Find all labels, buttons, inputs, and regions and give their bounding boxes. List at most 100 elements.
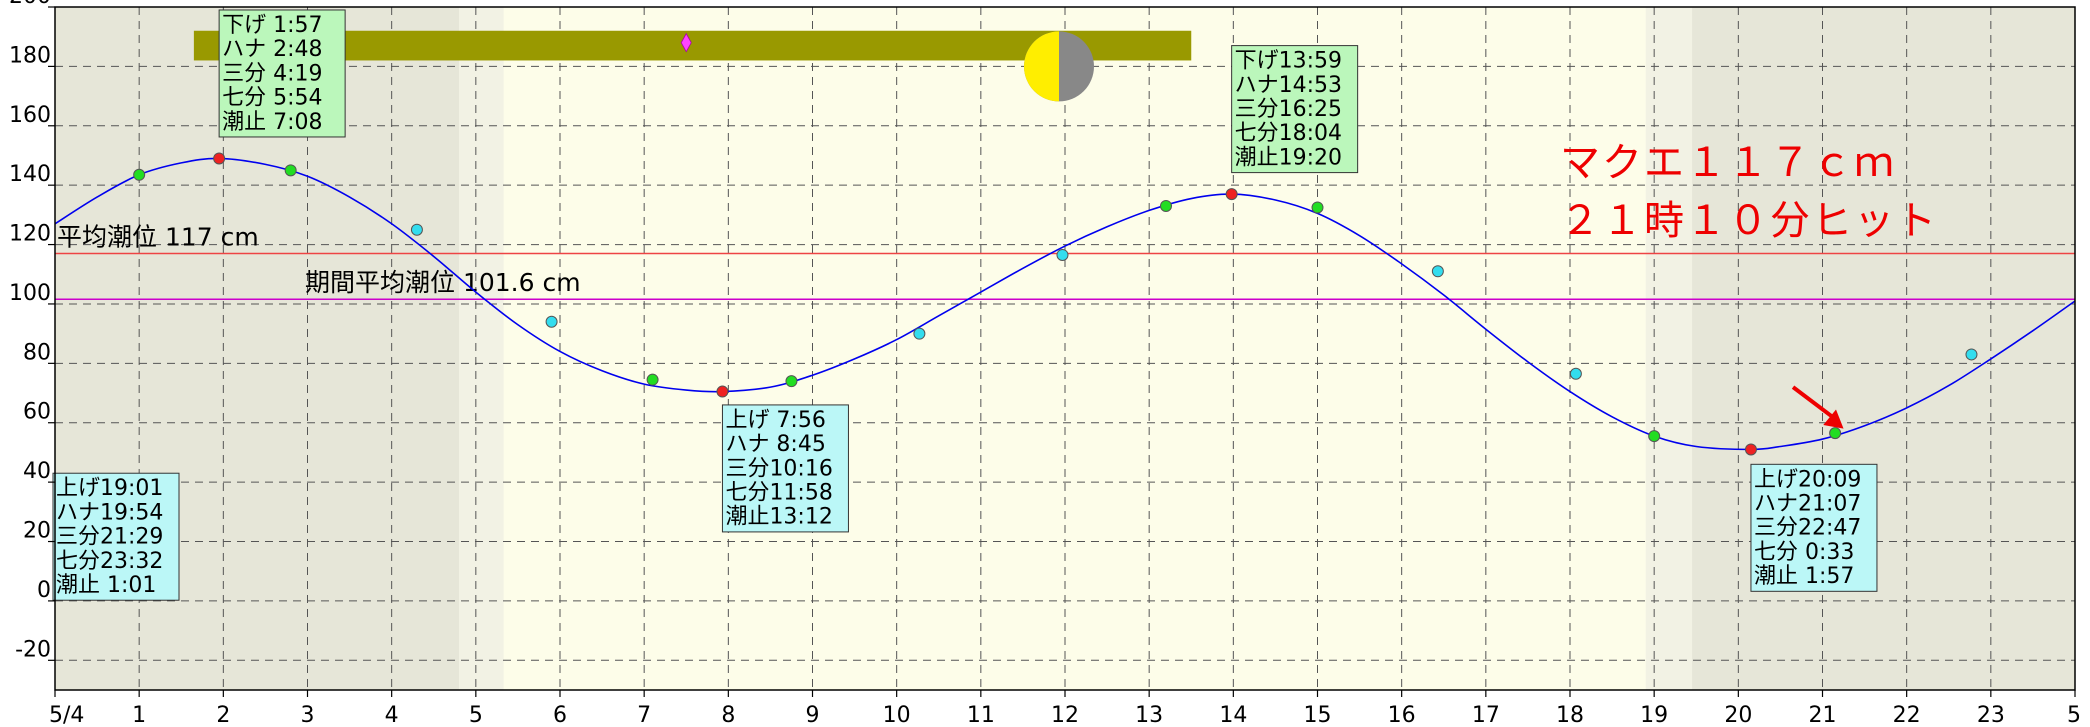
- tide-point-cyan: [545, 315, 558, 328]
- annotation-line: ハナ 2:48: [222, 37, 322, 62]
- annotation-line: 潮止13:12: [725, 505, 832, 530]
- y-tick-label: 140: [9, 162, 51, 187]
- annotation-box-bg: [1231, 45, 1359, 174]
- reference-line-label: 平均潮位 117 cm: [57, 222, 259, 251]
- catch-note-line-2: ２１時１０分ヒット: [1560, 198, 1938, 244]
- y-tick-label: 160: [9, 103, 51, 128]
- y-tick-label: 100: [9, 281, 51, 306]
- tide-point-green: [1829, 427, 1842, 440]
- moon-up-bar: [193, 30, 1192, 61]
- catch-arrow-head: [1823, 409, 1844, 429]
- tide-point-green: [646, 373, 659, 386]
- annotation-line: 三分21:29: [56, 525, 163, 550]
- annotation-line: 七分 0:33: [1754, 540, 1854, 565]
- x-tick-label: 9: [806, 703, 820, 727]
- annotation-box-bg: [1750, 463, 1878, 592]
- annotation-box-bg: [218, 9, 346, 138]
- annotation-line: 上げ 7:56: [725, 408, 825, 433]
- x-tick-label: 14: [1219, 703, 1247, 727]
- annotation-box-bg: [721, 404, 849, 533]
- annotation-line: 七分 5:54: [222, 86, 322, 111]
- dusk-band: [1645, 7, 1693, 690]
- tide-point-cyan: [1569, 367, 1582, 380]
- tide-point-extremum: [1225, 188, 1238, 201]
- tide-point-extremum: [716, 385, 729, 398]
- x-tick-label: 8: [721, 703, 735, 727]
- moon-bar: [193, 30, 1192, 61]
- x-tick-label: 19: [1640, 703, 1668, 727]
- x-tick-label: 6: [553, 703, 567, 727]
- tide-point-cyan: [410, 223, 423, 236]
- catch-arrow-shaft: [1791, 385, 1839, 423]
- x-tick-label: 23: [1977, 703, 2005, 727]
- tide-point-cyan: [1965, 348, 1978, 361]
- x-tick-label: 10: [883, 703, 911, 727]
- x-tick-label: 4: [385, 703, 399, 727]
- tide-point-green: [785, 375, 798, 388]
- x-tick-label: 20: [1724, 703, 1752, 727]
- annotation-line: 七分11:58: [725, 481, 832, 506]
- y-tick-label: 40: [23, 459, 51, 484]
- x-tick-label: 2: [216, 703, 230, 727]
- x-tick-label: 13: [1135, 703, 1163, 727]
- annotation-line: 下げ 1:57: [222, 13, 322, 38]
- tide-point-cyan: [913, 327, 926, 340]
- tide-point-green: [1311, 201, 1324, 214]
- moon-phase-icon: [1024, 31, 1094, 102]
- x-tick-label: 17: [1472, 703, 1500, 727]
- tide-point-cyan: [1056, 248, 1069, 261]
- reference-line-label: 期間平均潮位 101.6 cm: [305, 268, 581, 297]
- annotation-line: 上げ19:01: [56, 476, 163, 501]
- tide-point-green: [1648, 430, 1661, 443]
- annotation-line: 三分 4:19: [222, 61, 322, 86]
- annotation-line: ハナ 8:45: [725, 432, 825, 457]
- annotation-line: 七分18:04: [1235, 121, 1342, 146]
- x-tick-label: 18: [1556, 703, 1584, 727]
- moon-lit: [1024, 31, 1059, 102]
- tide-point-extremum: [1744, 443, 1757, 456]
- y-tick-label: 200: [9, 0, 51, 9]
- tide-points: [133, 152, 1978, 456]
- annotation-line: 三分10:16: [725, 456, 832, 481]
- tide-point-green: [1160, 199, 1172, 212]
- y-tick-label: 0: [37, 578, 51, 603]
- annotation-line: ハナ19:54: [56, 500, 163, 525]
- y-tick-label: -20: [15, 637, 51, 662]
- dawn-band: [459, 7, 504, 690]
- x-tick-label: 21: [1809, 703, 1837, 727]
- x-tick-label: 15: [1304, 703, 1332, 727]
- tide-point-extremum: [213, 152, 226, 165]
- x-tick-label: 3: [301, 703, 315, 727]
- annotation-line: 上げ20:09: [1754, 467, 1861, 492]
- y-tick-label: 180: [9, 43, 51, 68]
- y-tick-label: 60: [23, 400, 51, 425]
- tide-point-cyan: [1431, 265, 1444, 278]
- moon-transit-marker: [680, 32, 692, 53]
- y-tick-label: 120: [9, 222, 51, 247]
- catch-note: マクエ１１７ｃｍ ２１時１０分ヒット: [1560, 140, 1938, 429]
- x-tick-label: 5/4: [49, 703, 84, 727]
- x-tick-label: 16: [1388, 703, 1416, 727]
- annotation-line: 潮止 7:08: [222, 110, 322, 135]
- annotation-line: ハナ14:53: [1235, 73, 1342, 98]
- tide-point-green: [284, 164, 297, 177]
- annotation-line: 潮止 1:01: [56, 573, 156, 598]
- tide-point-green: [133, 168, 146, 181]
- annotation-line: 三分16:25: [1235, 97, 1342, 122]
- annotation-line: 三分22:47: [1754, 516, 1861, 541]
- y-tick-label: 80: [23, 340, 51, 365]
- chart-axes: 5/4 1 2 3 4 5 6 7 8 9 10 11 12 13 14 15 16 17 18 19 20 21 22 23…: [9, 0, 2081, 727]
- annotation-line: 下げ13:59: [1235, 49, 1342, 74]
- x-tick-label: 12: [1051, 703, 1079, 727]
- x-tick-label: 11: [967, 703, 995, 727]
- night-band-evening: [1692, 7, 2075, 690]
- catch-note-line-1: マクエ１１７ｃｍ: [1560, 140, 1896, 186]
- annotation-line: ハナ21:07: [1754, 492, 1861, 517]
- annotation-line: 潮止 1:57: [1754, 564, 1854, 589]
